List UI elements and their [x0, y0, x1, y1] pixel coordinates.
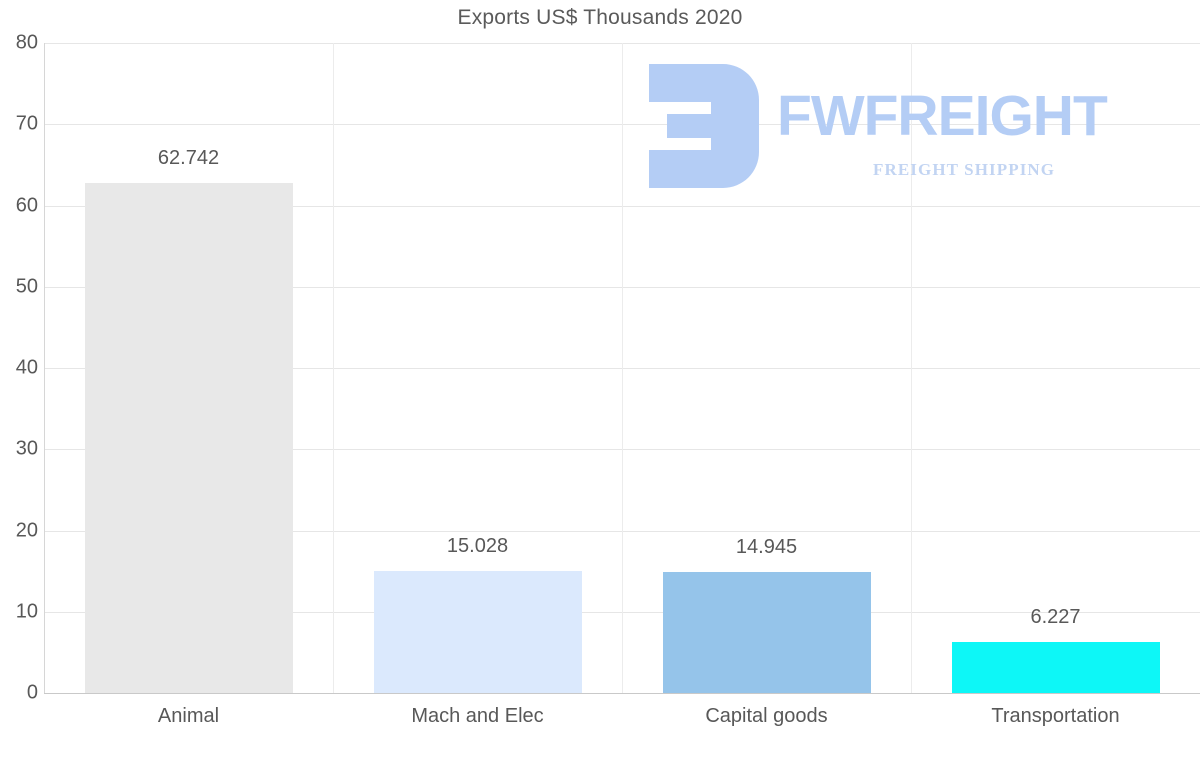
- bar-value-label: 6.227: [1030, 606, 1081, 629]
- y-axis-tick-label: 20: [15, 519, 38, 541]
- x-axis-category-label: Mach and Elec: [411, 705, 544, 727]
- y-axis-tick-label: 40: [15, 356, 38, 379]
- y-axis-tick-label: 10: [15, 600, 38, 623]
- x-axis-category-label: Capital goods: [705, 705, 828, 727]
- chart-title: Exports US$ Thousands 2020: [457, 6, 743, 29]
- bars-layer: [0, 43, 1200, 693]
- y-axis-line: [44, 43, 45, 694]
- bar-value-label: 62.742: [157, 147, 220, 170]
- bar-value-label: 14.945: [735, 535, 798, 558]
- gridline-vertical: [622, 43, 623, 693]
- bar[interactable]: [951, 642, 1160, 693]
- y-axis-tick-label: 0: [26, 681, 38, 704]
- y-axis-tick-label: 60: [15, 194, 38, 216]
- y-axis-tick-label: 70: [15, 112, 38, 135]
- bar-value-label: 15.028: [446, 534, 509, 557]
- bar[interactable]: [84, 183, 293, 693]
- y-axis-tick-label: 80: [15, 31, 38, 54]
- gridline-vertical: [911, 43, 912, 693]
- y-axis-tick-label: 50: [15, 275, 38, 298]
- bar[interactable]: [662, 571, 871, 693]
- y-axis-ticks: 0 10 20 30 40 50 60 70 80: [0, 0, 38, 763]
- x-axis-category-label: Transportation: [991, 705, 1120, 727]
- x-axis-line: [44, 693, 1200, 694]
- gridline-vertical: [333, 43, 334, 693]
- bar[interactable]: [373, 570, 582, 693]
- y-axis-tick-label: 30: [15, 437, 38, 460]
- x-axis-category-label: Animal: [157, 705, 220, 727]
